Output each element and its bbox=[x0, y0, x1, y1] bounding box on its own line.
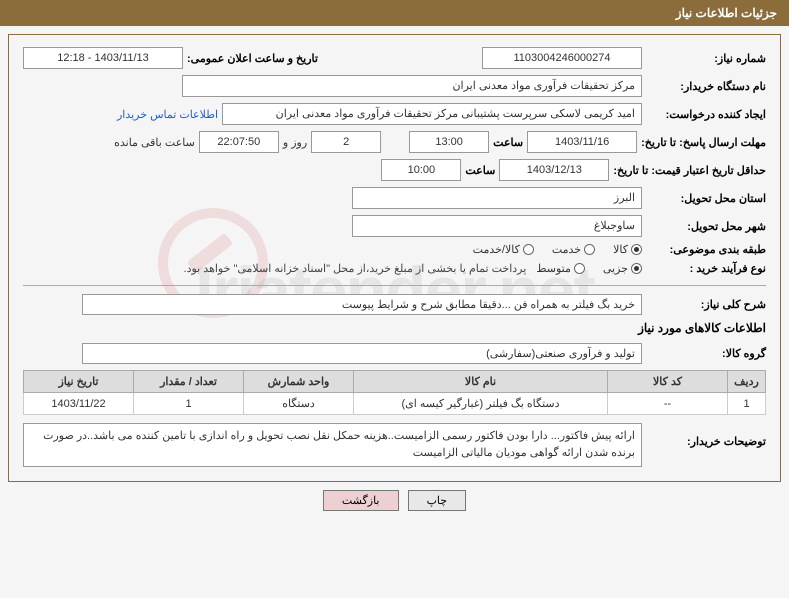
radio-both-label: کالا/خدمت bbox=[473, 243, 520, 256]
cell-qty: 1 bbox=[134, 393, 244, 415]
radio-partial-label: جزیی bbox=[603, 262, 628, 275]
radio-goods-label: کالا bbox=[613, 243, 628, 256]
validity-date: 1403/12/13 bbox=[499, 159, 609, 181]
category-label: طبقه بندی موضوعی: bbox=[646, 243, 766, 256]
province-value: البرز bbox=[352, 187, 642, 209]
content-panel: شماره نیاز: 1103004246000274 تاریخ و ساع… bbox=[8, 34, 781, 482]
back-button[interactable]: بازگشت bbox=[323, 490, 399, 511]
radio-service-label: خدمت bbox=[552, 243, 581, 256]
goods-info-title: اطلاعات کالاهای مورد نیاز bbox=[23, 321, 766, 335]
radio-both[interactable] bbox=[523, 244, 534, 255]
th-code: کد کالا bbox=[608, 371, 728, 393]
payment-note: پرداخت تمام یا بخشی از مبلغ خرید،از محل … bbox=[184, 262, 527, 275]
days-and-label: روز و bbox=[283, 136, 307, 149]
city-value: ساوجبلاغ bbox=[352, 215, 642, 237]
th-unit: واحد شمارش bbox=[244, 371, 354, 393]
time-word-2: ساعت bbox=[465, 164, 495, 177]
announce-value: 1403/11/13 - 12:18 bbox=[23, 47, 183, 69]
cell-idx: 1 bbox=[728, 393, 766, 415]
print-button[interactable]: چاپ bbox=[408, 490, 467, 511]
cell-name: دستگاه بگ فیلتر (غبارگیر کیسه ای) bbox=[354, 393, 608, 415]
buyer-contact-link[interactable]: اطلاعات تماس خریدار bbox=[117, 108, 218, 121]
group-label: گروه کالا: bbox=[646, 347, 766, 360]
remaining-label: ساعت باقی مانده bbox=[114, 136, 195, 149]
cell-unit: دستگاه bbox=[244, 393, 354, 415]
panel-title: جزئیات اطلاعات نیاز bbox=[676, 6, 777, 20]
validity-label: حداقل تاریخ اعتبار قیمت: تا تاریخ: bbox=[613, 164, 766, 177]
th-idx: ردیف bbox=[728, 371, 766, 393]
requester-value: امید کریمی لاسکی سرپرست پشتیبانی مرکز تح… bbox=[222, 103, 642, 125]
buyer-notes-label: توضیحات خریدار: bbox=[646, 423, 766, 448]
radio-medium[interactable] bbox=[574, 263, 585, 274]
goods-table: ردیف کد کالا نام کالا واحد شمارش تعداد /… bbox=[23, 370, 766, 415]
radio-medium-label: متوسط bbox=[536, 262, 571, 275]
process-radio-group: جزیی متوسط bbox=[536, 262, 642, 275]
city-label: شهر محل تحویل: bbox=[646, 220, 766, 233]
th-qty: تعداد / مقدار bbox=[134, 371, 244, 393]
th-name: نام کالا bbox=[354, 371, 608, 393]
deadline-label: مهلت ارسال پاسخ: تا تاریخ: bbox=[641, 136, 766, 149]
need-no-label: شماره نیاز: bbox=[646, 52, 766, 65]
buyer-notes-value: ارائه پیش فاکتور... دارا بودن فاکتور رسم… bbox=[23, 423, 642, 467]
category-radio-group: کالا خدمت کالا/خدمت bbox=[473, 243, 642, 256]
time-word-1: ساعت bbox=[493, 136, 523, 149]
desc-value: خرید بگ فیلتر به همراه فن ...دقیقا مطابق… bbox=[82, 294, 642, 315]
requester-label: ایجاد کننده درخواست: bbox=[646, 108, 766, 121]
buyer-org-value: مرکز تحقیقات فرآوری مواد معدنی ایران bbox=[182, 75, 642, 97]
radio-partial[interactable] bbox=[631, 263, 642, 274]
group-value: تولید و فرآوری صنعتی(سفارشی) bbox=[82, 343, 642, 364]
cell-date: 1403/11/22 bbox=[24, 393, 134, 415]
deadline-date: 1403/11/16 bbox=[527, 131, 637, 153]
buyer-org-label: نام دستگاه خریدار: bbox=[646, 80, 766, 93]
th-date: تاریخ نیاز bbox=[24, 371, 134, 393]
table-row: 1 -- دستگاه بگ فیلتر (غبارگیر کیسه ای) د… bbox=[24, 393, 766, 415]
radio-goods[interactable] bbox=[631, 244, 642, 255]
province-label: استان محل تحویل: bbox=[646, 192, 766, 205]
cell-code: -- bbox=[608, 393, 728, 415]
announce-label: تاریخ و ساعت اعلان عمومی: bbox=[187, 52, 318, 65]
desc-label: شرح کلی نیاز: bbox=[646, 298, 766, 311]
days-count: 2 bbox=[311, 131, 381, 153]
validity-time: 10:00 bbox=[381, 159, 461, 181]
countdown: 22:07:50 bbox=[199, 131, 279, 153]
process-label: نوع فرآیند خرید : bbox=[646, 262, 766, 275]
deadline-time: 13:00 bbox=[409, 131, 489, 153]
panel-header: جزئیات اطلاعات نیاز bbox=[0, 0, 789, 26]
divider-1 bbox=[23, 285, 766, 286]
need-no-value: 1103004246000274 bbox=[482, 47, 642, 69]
radio-service[interactable] bbox=[584, 244, 595, 255]
